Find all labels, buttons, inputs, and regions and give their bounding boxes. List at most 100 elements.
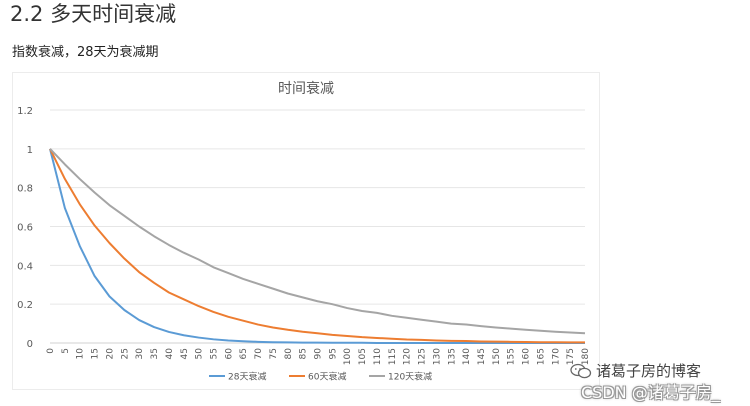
decay-chart: 时间衰减 0 0.2 0.4 0.6 0.8 1 1.2 0 5 10 15 20 25 30 35 40 45… — [12, 72, 600, 390]
data-point — [138, 226, 140, 228]
data-point — [361, 336, 363, 338]
y-tick-label: 1 — [27, 145, 33, 156]
data-point — [79, 178, 81, 180]
data-point — [584, 341, 586, 343]
x-tick-label: 155 — [507, 348, 517, 365]
data-point — [168, 244, 170, 246]
x-tick-label: 115 — [388, 348, 398, 365]
data-point — [554, 331, 556, 333]
data-point — [465, 342, 467, 344]
data-point — [212, 266, 214, 268]
x-tick-label: 40 — [165, 348, 175, 360]
data-point — [153, 282, 155, 284]
x-tick-label: 175 — [566, 348, 576, 365]
section-heading: 2.2 多天时间衰减 — [10, 2, 177, 26]
data-point — [153, 326, 155, 328]
series-line — [49, 148, 586, 335]
data-point — [495, 341, 497, 343]
x-tick-label: 110 — [373, 348, 383, 365]
data-point — [525, 341, 527, 343]
x-tick-label: 30 — [135, 348, 145, 360]
data-point — [435, 339, 437, 341]
x-tick-label: 105 — [358, 348, 368, 365]
data-point — [287, 329, 289, 331]
x-tick-label: 180 — [581, 348, 591, 365]
y-tick-label: 0 — [27, 339, 33, 350]
data-point — [183, 298, 185, 300]
x-tick-label: 90 — [314, 348, 324, 360]
data-point — [108, 204, 110, 206]
data-point — [138, 271, 140, 273]
x-tick-label: 10 — [76, 348, 86, 360]
y-tick-label: 0.2 — [17, 300, 33, 311]
data-point — [168, 331, 170, 333]
data-point — [94, 192, 96, 194]
data-point — [227, 339, 229, 341]
data-point — [525, 329, 527, 331]
data-point — [79, 203, 81, 205]
data-point — [123, 258, 125, 260]
data-point — [272, 288, 274, 290]
data-point — [421, 339, 423, 341]
data-point — [435, 321, 437, 323]
data-point — [421, 342, 423, 344]
data-point — [183, 334, 185, 336]
section-subtitle: 指数衰减，28天为衰减期 — [12, 45, 159, 60]
data-point — [539, 341, 541, 343]
data-point — [242, 320, 244, 322]
data-point — [376, 337, 378, 339]
series-line — [49, 148, 585, 344]
data-point — [317, 300, 319, 302]
data-point — [480, 325, 482, 327]
data-point — [168, 292, 170, 294]
data-point — [569, 332, 571, 334]
data-point — [108, 295, 110, 297]
data-point — [450, 323, 452, 325]
x-tick-label: 170 — [551, 348, 561, 365]
data-point — [272, 341, 274, 343]
data-point — [108, 242, 110, 244]
data-point — [317, 332, 319, 334]
data-point — [49, 148, 51, 150]
data-point — [510, 341, 512, 343]
x-tick-label: 85 — [299, 348, 309, 359]
x-tick-label: 70 — [254, 348, 264, 360]
legend-label: 60天衰减 — [308, 371, 346, 383]
x-tick-label: 50 — [195, 348, 205, 360]
data-point — [64, 163, 66, 165]
data-point — [346, 342, 348, 344]
y-tick-label: 0.8 — [17, 184, 33, 195]
data-point — [421, 319, 423, 321]
data-point — [94, 275, 96, 277]
data-point — [391, 342, 393, 344]
x-tick-label: 0 — [46, 348, 56, 354]
data-point — [64, 178, 66, 180]
x-tick-label: 135 — [447, 348, 457, 365]
data-point — [183, 252, 185, 254]
data-point — [287, 292, 289, 294]
x-tick-label: 75 — [269, 348, 279, 359]
data-point — [242, 340, 244, 342]
data-point — [361, 310, 363, 312]
data-point — [272, 326, 274, 328]
data-point — [123, 309, 125, 311]
data-point — [346, 335, 348, 337]
data-point — [554, 341, 556, 343]
data-point — [450, 342, 452, 344]
data-point — [376, 312, 378, 314]
data-point — [435, 342, 437, 344]
blog-watermark-text: 诸葛子房的博客 — [596, 362, 702, 380]
data-point — [227, 272, 229, 274]
x-tick-label: 160 — [522, 348, 532, 365]
data-point — [406, 342, 408, 344]
x-tick-label: 55 — [209, 348, 219, 359]
data-point — [198, 305, 200, 307]
x-tick-label: 120 — [403, 348, 413, 365]
data-point — [539, 330, 541, 332]
data-point — [569, 341, 571, 343]
data-point — [242, 278, 244, 280]
data-point — [465, 324, 467, 326]
legend-label: 120天衰减 — [388, 371, 432, 383]
data-point — [495, 326, 497, 328]
x-tick-label: 5 — [61, 348, 71, 354]
